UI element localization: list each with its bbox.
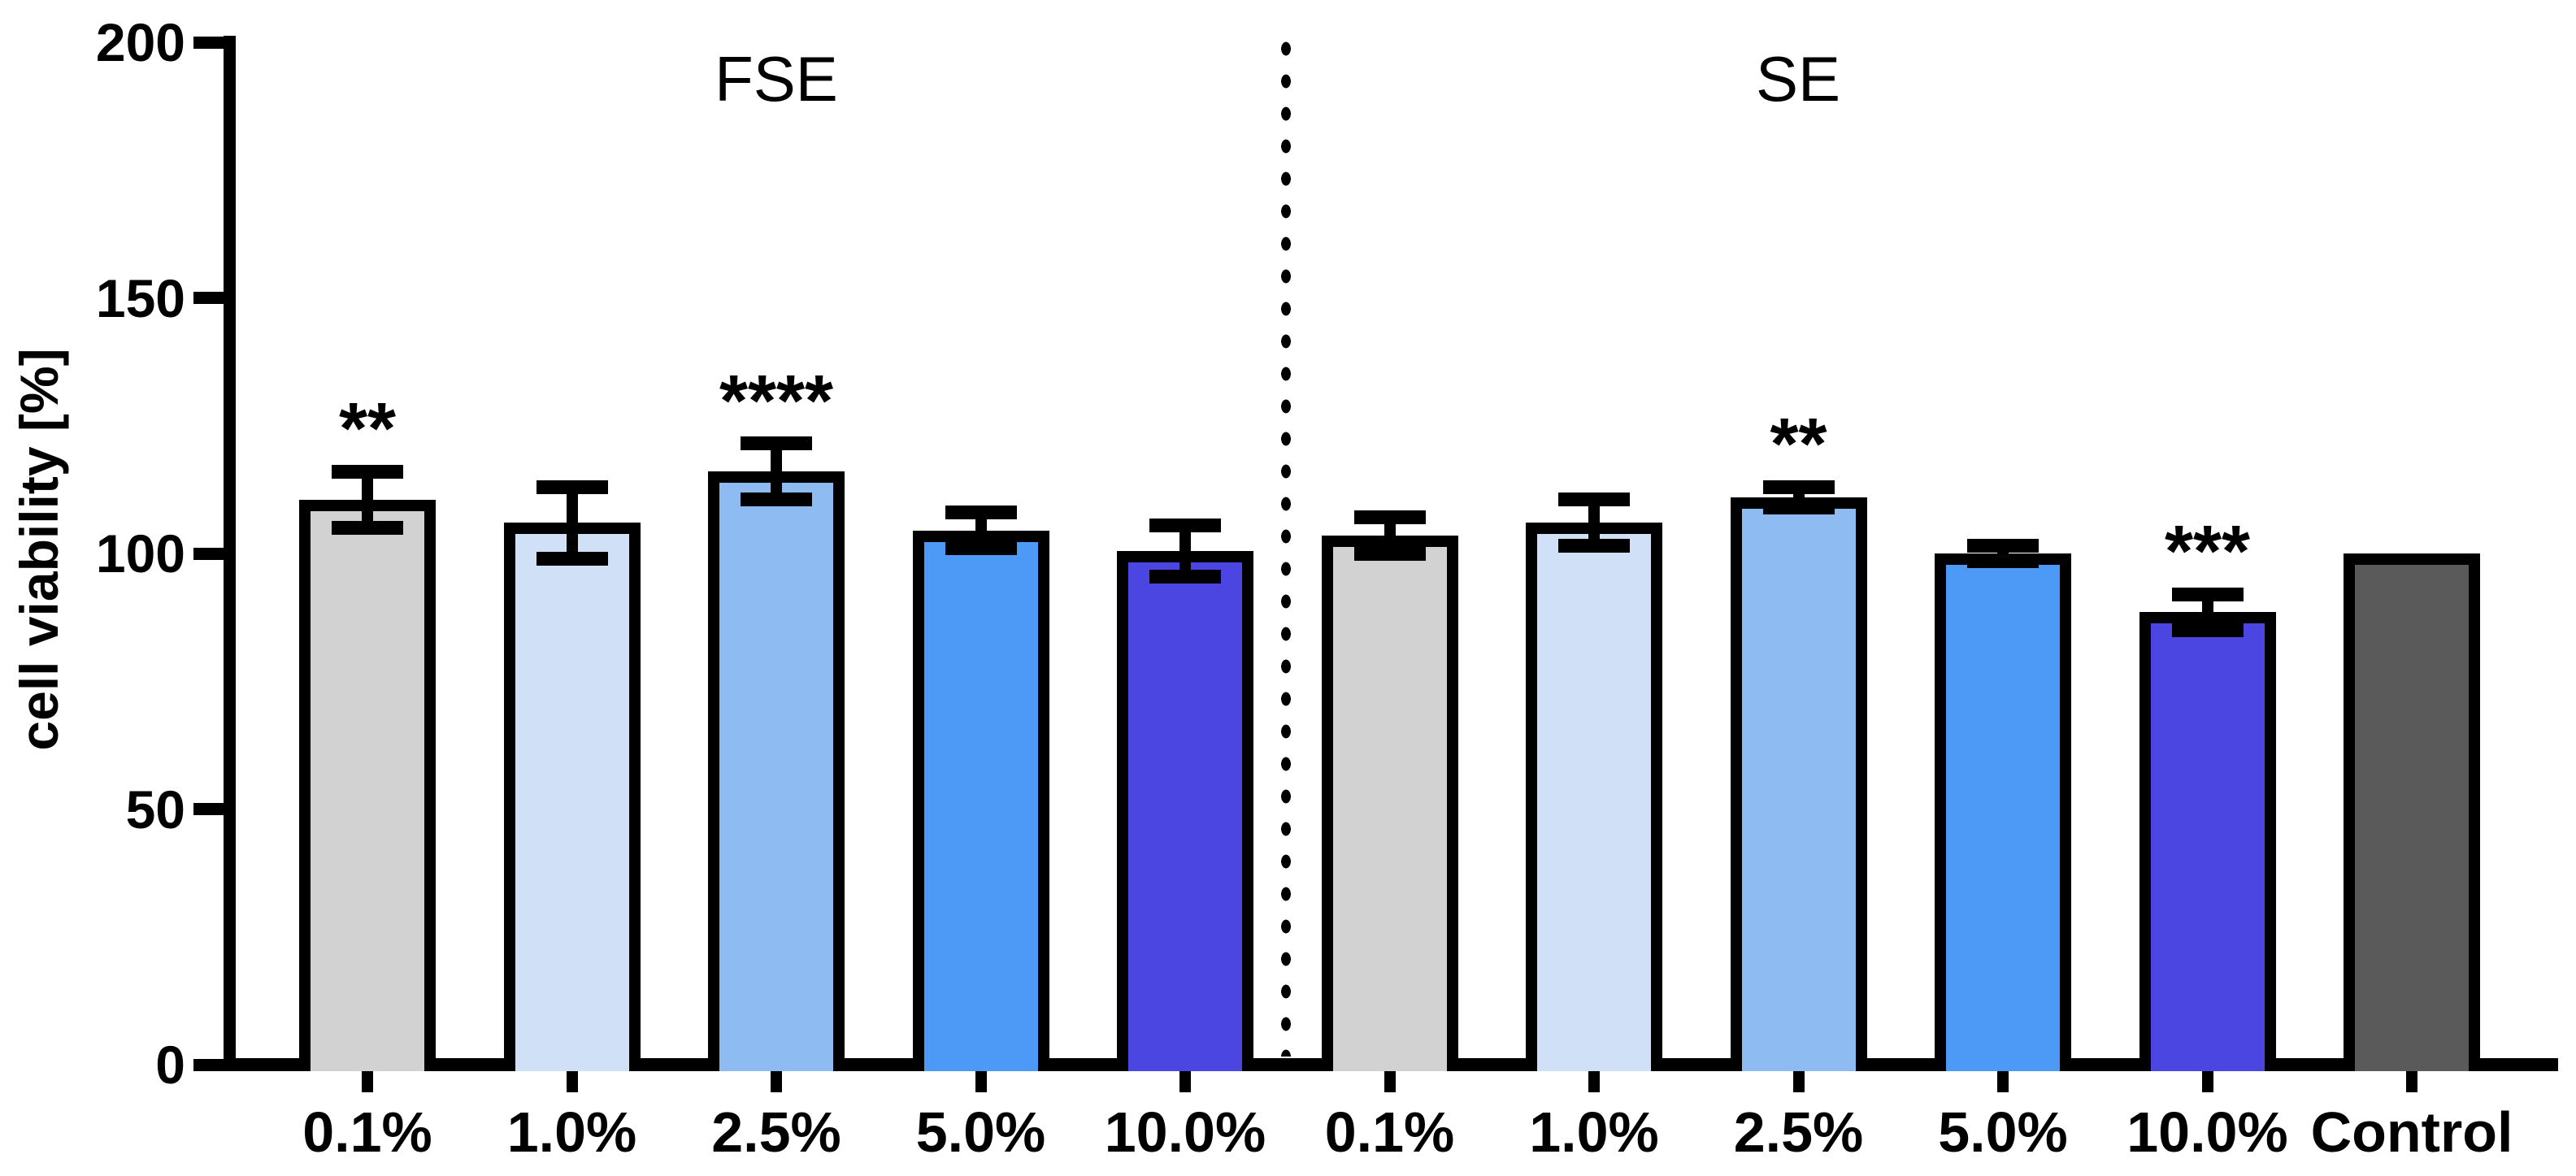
x-tick xyxy=(1792,1071,1805,1092)
x-tick xyxy=(771,1071,782,1092)
x-tick-label: 0.1% xyxy=(1324,1100,1455,1164)
error-bar-stem xyxy=(771,443,782,500)
error-bar-cap-top xyxy=(1149,518,1221,532)
error-bar-cap-bottom xyxy=(1558,539,1630,553)
x-tick-label: 2.5% xyxy=(711,1100,841,1164)
error-bar-cap-top xyxy=(1353,510,1426,525)
error-bar-stem xyxy=(1384,517,1396,553)
x-tick-label: 10.0% xyxy=(1104,1100,1266,1164)
x-tick-label: 5.0% xyxy=(1938,1100,2068,1164)
x-tick-label: 5.0% xyxy=(915,1100,1046,1164)
significance-stars: *** xyxy=(2164,511,2251,593)
error-bar-stem xyxy=(1179,525,1191,577)
group-separator-dotted-line xyxy=(1281,33,1291,1057)
y-tick-label: 50 xyxy=(125,779,185,840)
error-bar-cap-bottom xyxy=(332,521,403,536)
error-bar-stem xyxy=(362,471,373,528)
error-bar-cap-bottom xyxy=(945,541,1017,556)
x-tick xyxy=(2406,1071,2417,1092)
bar-fse-2.5 xyxy=(708,471,845,1071)
bar-se-0.1 xyxy=(1321,535,1458,1071)
y-tick xyxy=(193,547,224,560)
error-bar-cap-bottom xyxy=(2171,623,2244,637)
x-tick xyxy=(1997,1071,2009,1092)
x-tick xyxy=(975,1071,987,1092)
y-axis-line xyxy=(224,36,236,1071)
significance-stars: ** xyxy=(338,388,397,471)
x-tick xyxy=(362,1071,373,1092)
x-tick xyxy=(1588,1071,1600,1092)
significance-stars: **** xyxy=(719,360,834,442)
error-bar-stem xyxy=(975,512,987,549)
group-title-fse: FSE xyxy=(715,43,838,115)
y-tick xyxy=(193,36,224,49)
error-bar-stem xyxy=(2201,594,2213,631)
significance-stars: ** xyxy=(1770,404,1827,486)
error-bar-cap-top xyxy=(1967,539,2039,553)
x-tick xyxy=(2201,1071,2213,1092)
bar-control-Control xyxy=(2344,553,2480,1071)
bar-fse-10.0 xyxy=(1117,550,1253,1071)
y-tick xyxy=(193,292,224,304)
bar-fse-0.1 xyxy=(299,499,436,1071)
group-title-se: SE xyxy=(1755,43,1841,115)
x-tick-label: 10.0% xyxy=(2126,1100,2288,1164)
error-bar-cap-top xyxy=(741,436,812,451)
error-bar-cap-top xyxy=(2171,587,2244,601)
error-bar-cap-bottom xyxy=(1967,553,2039,568)
bar-se-10.0 xyxy=(2139,612,2276,1071)
x-tick-label: 1.0% xyxy=(506,1100,637,1164)
y-tick-label: 200 xyxy=(95,12,185,72)
error-bar-cap-top xyxy=(1558,493,1630,507)
y-tick xyxy=(193,803,224,815)
error-bar-cap-bottom xyxy=(741,493,812,507)
y-tick-label: 0 xyxy=(155,1035,185,1095)
y-tick xyxy=(193,1058,224,1071)
error-bar-cap-bottom xyxy=(1149,569,1221,584)
error-bar-cap-top xyxy=(945,506,1017,520)
x-tick-label: 0.1% xyxy=(302,1100,432,1164)
error-bar-cap-top xyxy=(536,480,608,494)
error-bar-cap-top xyxy=(332,464,403,479)
error-bar-stem xyxy=(1588,499,1600,546)
x-tick-label: Control xyxy=(2310,1100,2513,1164)
error-bar-cap-bottom xyxy=(1353,546,1426,561)
error-bar-cap-top xyxy=(1762,480,1835,494)
x-tick xyxy=(566,1071,578,1092)
x-tick xyxy=(1179,1071,1191,1092)
y-tick-label: 100 xyxy=(95,523,185,584)
bar-se-5.0 xyxy=(1935,553,2071,1071)
x-tick-label: 2.5% xyxy=(1733,1100,1864,1164)
error-bar-stem xyxy=(566,487,578,559)
error-bar-cap-bottom xyxy=(1762,500,1835,514)
error-bar-cap-bottom xyxy=(536,551,608,566)
y-tick-label: 150 xyxy=(95,267,185,328)
x-tick xyxy=(1384,1071,1396,1092)
bar-se-1.0 xyxy=(1526,523,1662,1071)
x-tick-label: 1.0% xyxy=(1529,1100,1659,1164)
bar-fse-5.0 xyxy=(912,530,1049,1071)
bar-fse-1.0 xyxy=(503,523,641,1071)
bar-se-2.5 xyxy=(1730,497,1867,1071)
